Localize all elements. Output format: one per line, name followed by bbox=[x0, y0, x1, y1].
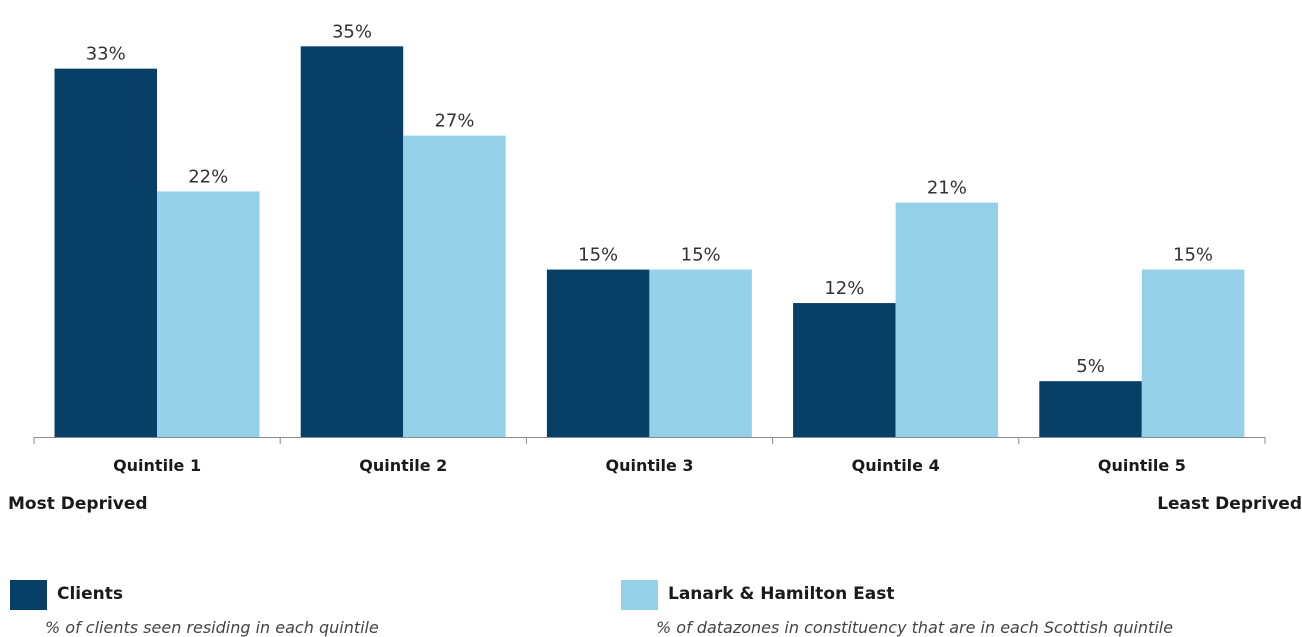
legend-name-area: Lanark & Hamilton East bbox=[668, 584, 895, 604]
bar-area-5 bbox=[1141, 269, 1245, 437]
bar-value-label: 15% bbox=[1173, 245, 1213, 266]
bar-value-label: 12% bbox=[824, 278, 864, 299]
bar-area-4 bbox=[895, 202, 999, 437]
legend-swatch-area bbox=[621, 580, 658, 610]
bar-value-label: 5% bbox=[1076, 356, 1105, 377]
legend-name-clients: Clients bbox=[57, 584, 124, 604]
bar-value-label: 33% bbox=[86, 44, 126, 65]
bar-value-label: 15% bbox=[578, 245, 618, 266]
bar-value-label: 15% bbox=[681, 245, 721, 266]
bar-value-label: 21% bbox=[927, 178, 967, 199]
bar-clients-2 bbox=[300, 46, 404, 437]
category-label: Quintile 3 bbox=[605, 456, 693, 475]
bar-clients-1 bbox=[54, 68, 157, 437]
legend-desc-clients: % of clients seen residing in each quint… bbox=[45, 618, 379, 637]
bar-area-1 bbox=[157, 191, 260, 437]
bar-clients-5 bbox=[1039, 381, 1142, 437]
bar-chart: 33% 22% Quintile 1 35% 27% Quintile 2 15% 15% Qu… bbox=[33, 21, 1266, 475]
bar-value-label: 35% bbox=[332, 21, 372, 42]
bar-area-3 bbox=[649, 269, 752, 437]
category-label: Quintile 2 bbox=[359, 456, 447, 475]
bar-area-2 bbox=[403, 135, 506, 437]
axis-right-label: Least Deprived bbox=[1157, 494, 1302, 514]
category-label: Quintile 5 bbox=[1098, 456, 1186, 475]
category-label: Quintile 4 bbox=[852, 456, 940, 475]
bar-value-label: 27% bbox=[434, 111, 474, 132]
legend-swatch-clients bbox=[10, 580, 47, 610]
axis-left-label: Most Deprived bbox=[8, 494, 148, 514]
category-label: Quintile 1 bbox=[113, 456, 201, 475]
legend-desc-area: % of datazones in constituency that are … bbox=[656, 618, 1174, 637]
bar-value-label: 22% bbox=[188, 166, 228, 187]
bar-clients-3 bbox=[546, 269, 650, 437]
bar-clients-4 bbox=[793, 303, 896, 437]
